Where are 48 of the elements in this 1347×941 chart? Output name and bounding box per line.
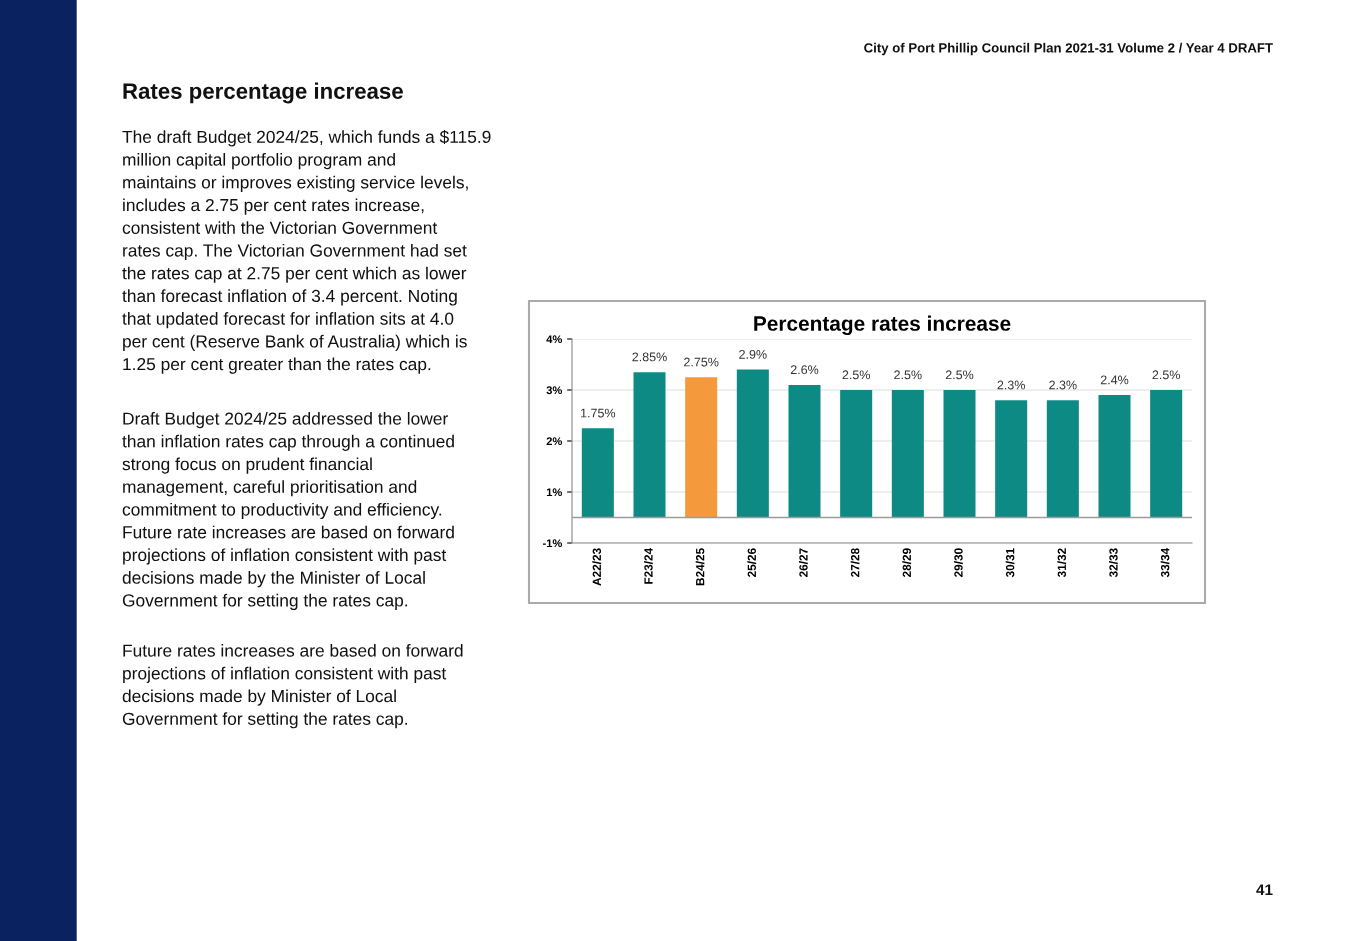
data-label: 2.75% xyxy=(684,357,719,367)
data-label: 2.3% xyxy=(997,380,1025,390)
x-tick-label: 33/34 xyxy=(1160,547,1170,578)
chart-title: Percentage rates increase xyxy=(754,315,1011,336)
bar xyxy=(581,428,614,518)
x-tick-label: A22/23 xyxy=(592,548,602,586)
bar xyxy=(995,400,1028,518)
data-label: 1.75% xyxy=(581,408,616,418)
data-label: 2.5% xyxy=(945,370,974,380)
text: 41 xyxy=(1256,884,1273,895)
bar xyxy=(1150,390,1183,518)
data-label: 2.85% xyxy=(632,352,667,362)
x-tick-label: 31/32 xyxy=(1057,548,1067,578)
data-label: 2.5% xyxy=(842,370,870,380)
x-tick-label: 25/26 xyxy=(747,548,757,577)
text: Future rates increases are based on forward projections of inflation consistent with past decisions made by Minister of Local Government for setting the rates cap. xyxy=(122,644,463,729)
bar xyxy=(891,390,924,518)
x-tick-label: 27/28 xyxy=(850,548,860,577)
data-label: 2.6% xyxy=(790,365,819,375)
x-tick-label: 26/27 xyxy=(799,548,808,577)
text: The draft Budget 2024/25, which funds a $115.9 million capital portfolio program and maintains or improves existing service levels, includes a 2.75 per cent rates increase, consistent with the Victorian Government rates cap. The Victorian Government had set the rates cap at 2.75 per cent which as lower than forecast inflation of 3.4 percent. Noting that updated forecast for inflation sits at 4.0 per cent (Reserve Bank of Australia) which is 1.25 per cent greater than the rates cap. xyxy=(122,130,491,374)
bar xyxy=(1098,395,1131,518)
data-label: 2.4% xyxy=(1100,375,1129,385)
bar xyxy=(1046,400,1079,518)
y-tick-label: 2% xyxy=(546,437,562,446)
x-tick-label: B24/25 xyxy=(695,548,705,586)
x-tick-label: 32/33 xyxy=(1109,548,1118,578)
data-label: 2.9% xyxy=(739,349,767,359)
bar xyxy=(788,384,821,518)
x-tick-label: 29/30 xyxy=(954,548,963,577)
bar xyxy=(736,369,769,518)
x-tick-label: 28/29 xyxy=(902,548,912,577)
bar xyxy=(633,372,666,518)
data-label: 2.5% xyxy=(1152,370,1180,380)
text: Rates percentage increase xyxy=(123,82,403,104)
y-tick-label: 4% xyxy=(546,335,562,344)
text: City of Port Phillip Council Plan 2021-31 Volume 2 / Year 4 DRAFT xyxy=(864,42,1273,56)
x-tick-label: 30/31 xyxy=(1005,548,1015,578)
y-tick-label: 3% xyxy=(546,386,562,395)
data-label: 2.3% xyxy=(1049,380,1077,390)
bar xyxy=(685,377,718,518)
data-label: 2.5% xyxy=(894,370,922,380)
y-tick-label: 1% xyxy=(546,488,562,497)
x-tick-label: F23/24 xyxy=(644,547,653,584)
bar xyxy=(943,390,976,518)
bar xyxy=(840,390,873,518)
text: Draft Budget 2024/25 addressed the lower than inflation rates cap through a continued strong focus on prudent financial management, careful prioritisation and commitment to productivity and efficiency. Future rate increases are based on forward projections of inflation consistent with past decisions made by the Minister of Local Government for setting the rates cap. xyxy=(122,412,454,610)
y-tick-label: -1% xyxy=(542,539,562,548)
